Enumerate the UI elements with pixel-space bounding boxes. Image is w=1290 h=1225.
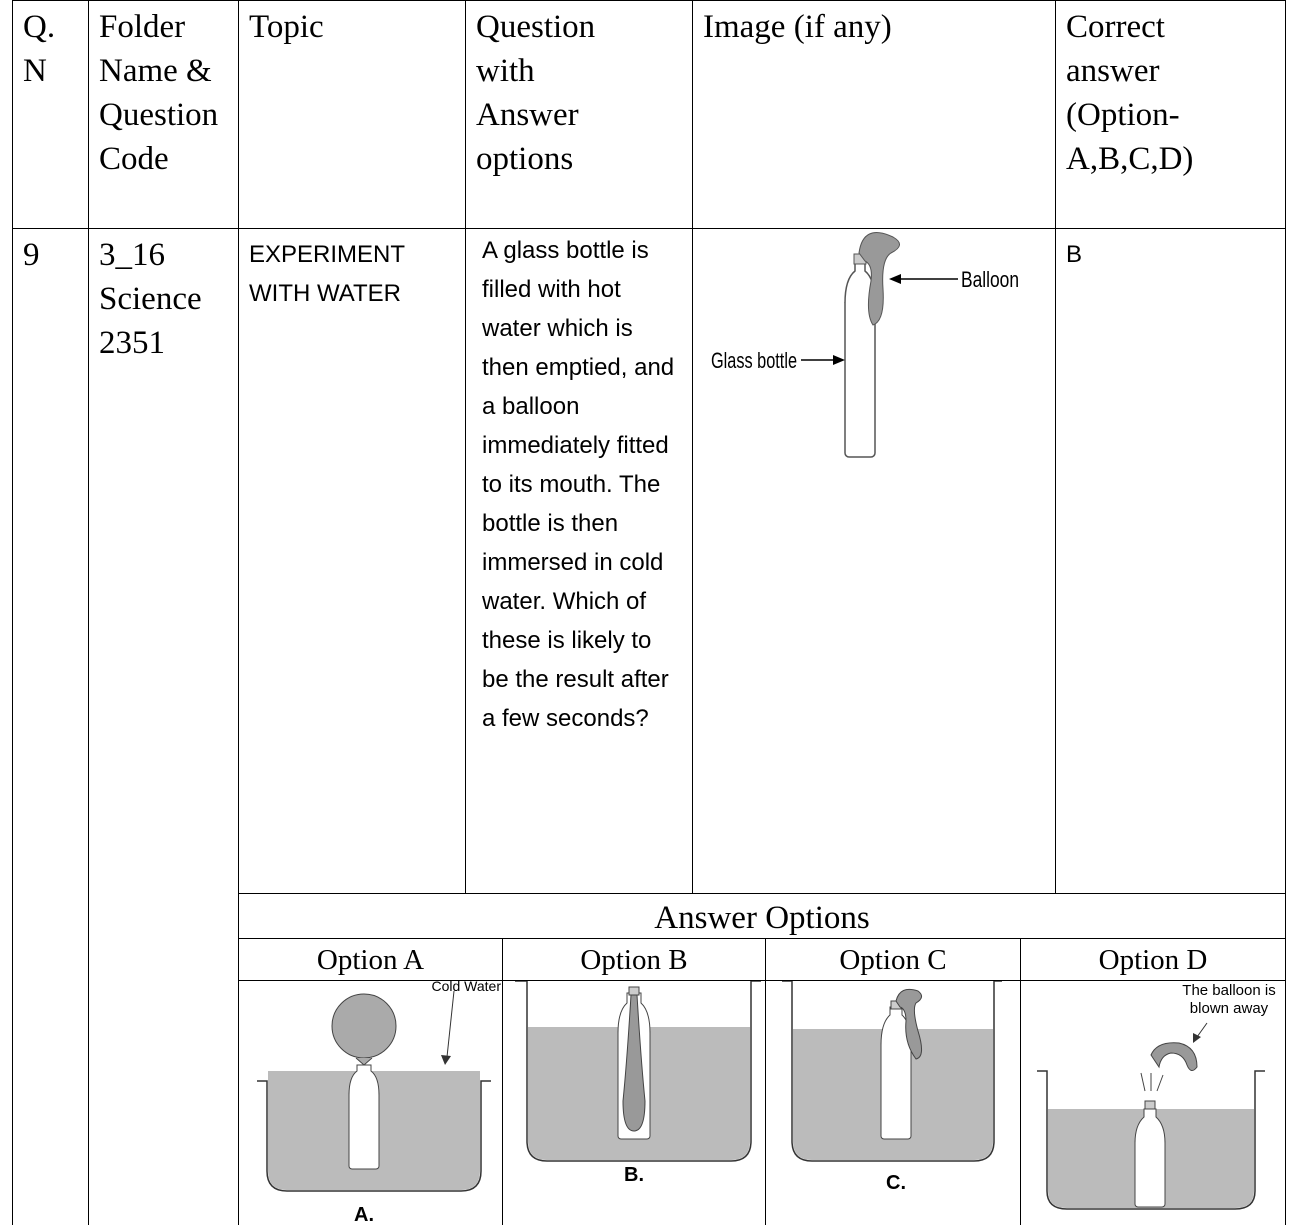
qn: 9 xyxy=(23,237,40,273)
folder-cell: 3_16 Science 2351 xyxy=(88,228,239,1225)
correct-answer: B xyxy=(1066,241,1083,268)
folder: 3_16 Science 2351 xyxy=(99,237,202,361)
option-caption: C. xyxy=(886,1172,906,1194)
header-cell: Question with Answer options xyxy=(465,0,693,229)
question-cell: A glass bottle is filled with hot water … xyxy=(465,228,693,894)
header-cell: Image (if any) xyxy=(692,0,1056,229)
answer-options-title-cell: Answer Options xyxy=(238,893,1286,939)
answer-options-title: Answer Options xyxy=(654,900,870,936)
option-a-figure: Cold Water A. xyxy=(257,981,501,1225)
option-label-cell: Option D xyxy=(1020,938,1286,981)
option-image-cell: C. xyxy=(765,980,1021,1225)
image-cell: Balloon Glass bottle xyxy=(692,228,1056,894)
option-label-cell: Option A xyxy=(238,938,503,981)
option-image-cell: Cold Water A. xyxy=(238,980,503,1225)
topic-cell: EXPERIMENT WITH WATER xyxy=(238,228,466,894)
header-text: Topic xyxy=(249,9,324,45)
header-text: Q. N xyxy=(23,9,56,89)
option-label: Option A xyxy=(316,944,425,976)
balloon-label: Balloon xyxy=(961,267,1019,292)
option-note: The balloon is blown away xyxy=(1182,982,1275,1017)
option-caption: A. xyxy=(354,1204,374,1225)
option-label: Option D xyxy=(1098,944,1208,976)
option-b-figure: B. xyxy=(515,981,761,1186)
glass-bottle-label: Glass bottle xyxy=(711,348,797,373)
topic: EXPERIMENT WITH WATER xyxy=(249,241,405,307)
option-caption: B. xyxy=(624,1164,644,1186)
header-text: Folder Name & Question Code xyxy=(99,9,219,177)
header-text: Image (if any) xyxy=(703,9,892,45)
header-cell: Correct answer (Option-A,B,C,D) xyxy=(1055,0,1286,229)
option-label-cell: Option C xyxy=(765,938,1021,981)
option-note: Cold Water xyxy=(431,981,501,994)
header-cell: Topic xyxy=(238,0,466,229)
option-image-cell: B. xyxy=(502,980,766,1225)
question: A glass bottle is filled with hot water … xyxy=(482,237,675,732)
answer-cell: B xyxy=(1055,228,1286,894)
qn-cell: 9 xyxy=(12,228,89,1225)
option-label: Option B xyxy=(580,944,688,976)
option-c-figure: C. xyxy=(782,981,1002,1194)
header-text: Question with Answer options xyxy=(476,9,596,177)
option-label: Option C xyxy=(839,944,947,976)
header-text: Correct answer (Option-A,B,C,D) xyxy=(1066,9,1194,177)
header-cell: Folder Name & Question Code xyxy=(88,0,239,229)
option-label-cell: Option B xyxy=(502,938,766,981)
header-cell: Q. N xyxy=(12,0,89,229)
bottle-figure: Balloon Glass bottle xyxy=(711,232,1019,458)
